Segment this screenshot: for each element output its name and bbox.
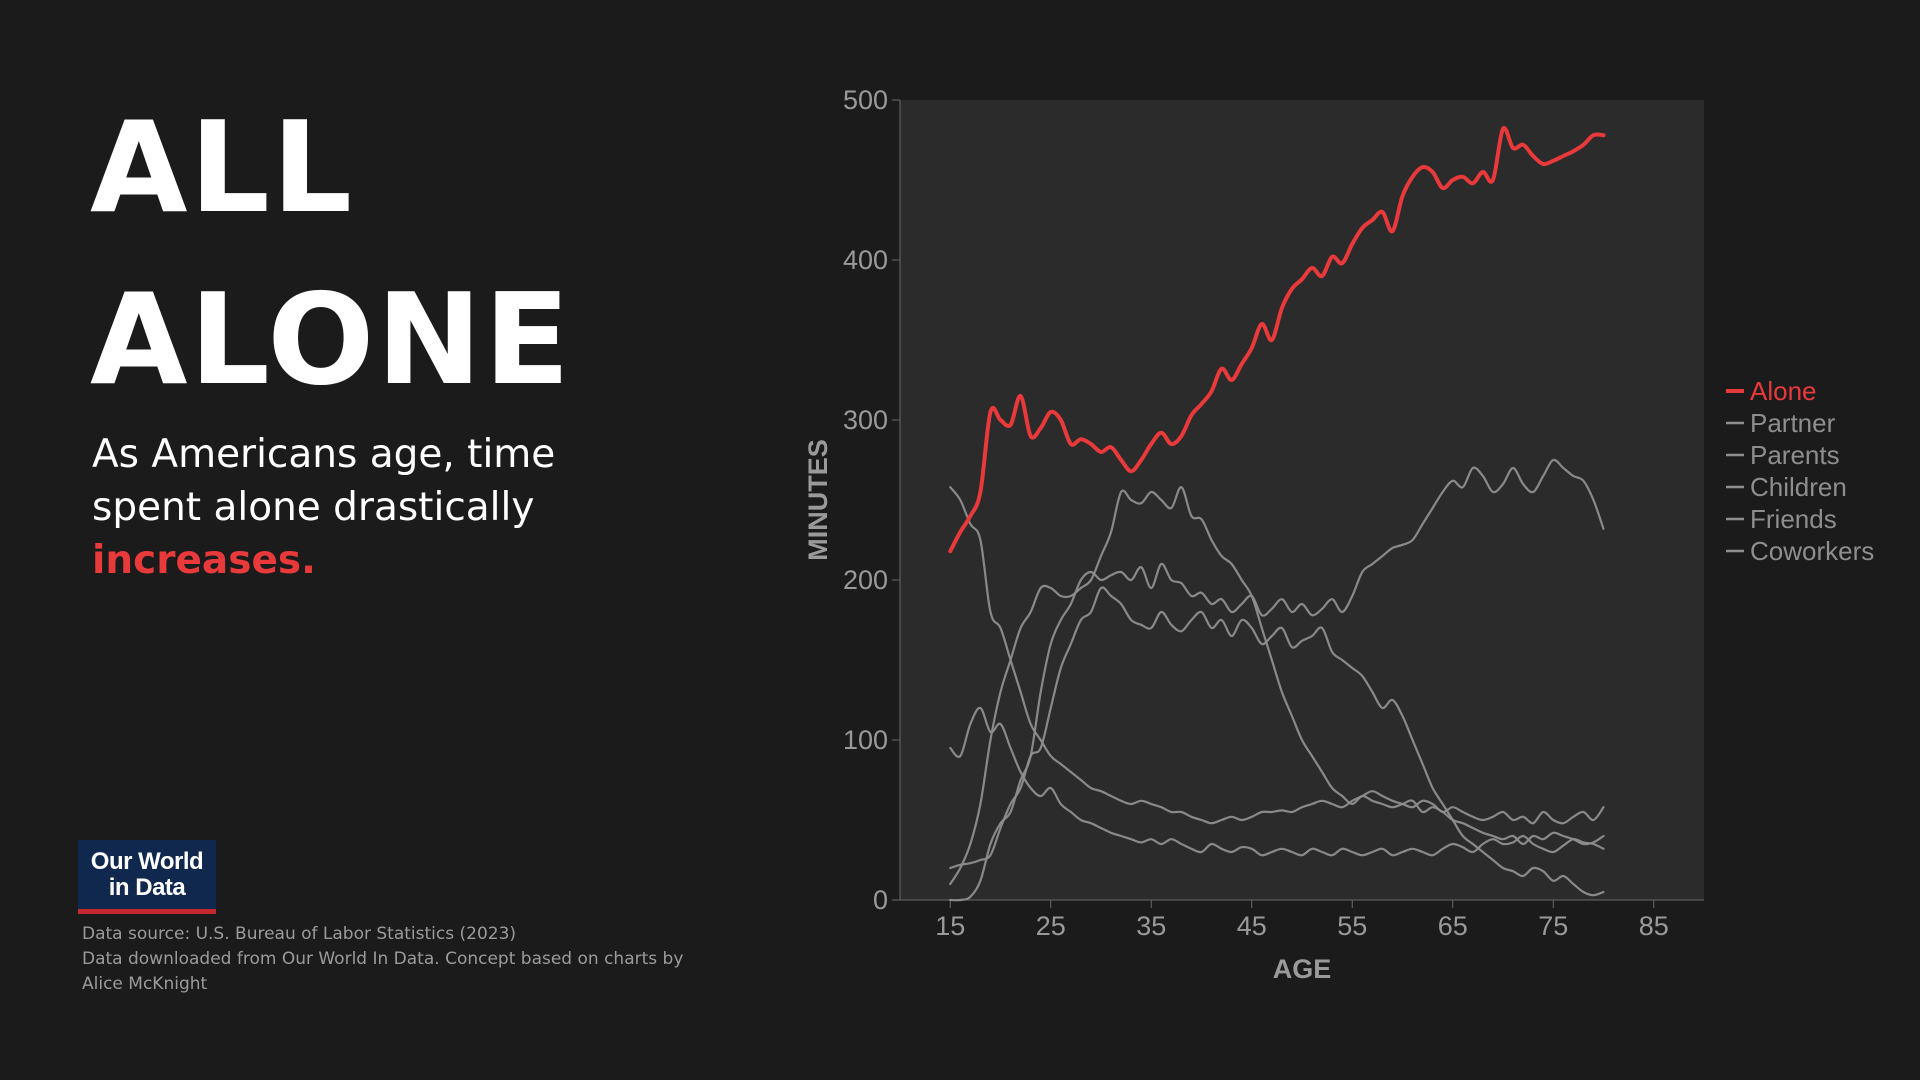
our-world-in-data-logo: Our World in Data: [78, 840, 216, 914]
x-tick-label-15: 15: [935, 911, 965, 941]
title-line-1: ALL: [90, 94, 355, 241]
source-note: Data source: U.S. Bureau of Labor Statis…: [82, 922, 722, 997]
x-tick-label-55: 55: [1337, 911, 1367, 941]
series-line-parents: [949, 486, 1605, 825]
legend-label-coworkers: Coworkers: [1750, 536, 1874, 566]
legend-label-parents: Parents: [1750, 440, 1840, 470]
subtitle-emphasis: increases.: [92, 538, 316, 583]
x-tick-label-25: 25: [1036, 911, 1066, 941]
x-axis-title: AGE: [1273, 954, 1332, 984]
subtitle-text: As Americans age, time spent alone drast…: [92, 432, 556, 530]
legend-label-alone: Alone: [1750, 376, 1817, 406]
source-line-3: Alice McKnight: [82, 974, 208, 994]
x-tick-label-45: 45: [1237, 911, 1267, 941]
y-tick-label-400: 400: [843, 245, 888, 275]
x-tick-label-65: 65: [1438, 911, 1468, 941]
page-title: ALL ALONE: [90, 82, 572, 426]
series-line-alone: [948, 125, 1606, 554]
logo-line-2: in Data: [108, 873, 186, 901]
y-axis-title: MINUTES: [803, 439, 833, 561]
x-tick-label-35: 35: [1136, 911, 1166, 941]
series-line-friends: [949, 706, 1605, 857]
y-tick-label-500: 500: [843, 85, 888, 115]
x-tick-label-85: 85: [1639, 911, 1669, 941]
line-chart: 0 100 200 300 400 500 15 25 35 45 55 65 75 85 AGE MINUT…: [803, 85, 1874, 984]
logo-line-1: Our World: [90, 847, 204, 875]
plot-area: [900, 100, 1704, 900]
series-line-partner: [949, 458, 1605, 902]
legend-label-friends: Friends: [1750, 504, 1837, 534]
source-line-2: Data downloaded from Our World In Data. …: [82, 949, 684, 969]
title-line-2: ALONE: [90, 266, 572, 413]
series-line-coworkers: [949, 586, 1605, 897]
x-tick-label-75: 75: [1538, 911, 1568, 941]
y-tick-label-200: 200: [843, 565, 888, 595]
legend-label-children: Children: [1750, 472, 1847, 502]
legend-label-partner: Partner: [1750, 408, 1836, 438]
series-line-children: [949, 486, 1605, 886]
y-tick-label-0: 0: [873, 885, 888, 915]
y-tick-label-300: 300: [843, 405, 888, 435]
subtitle: As Americans age, time spent alone drast…: [92, 428, 612, 587]
source-line-1: Data source: U.S. Bureau of Labor Statis…: [82, 924, 517, 944]
y-tick-label-100: 100: [843, 725, 888, 755]
